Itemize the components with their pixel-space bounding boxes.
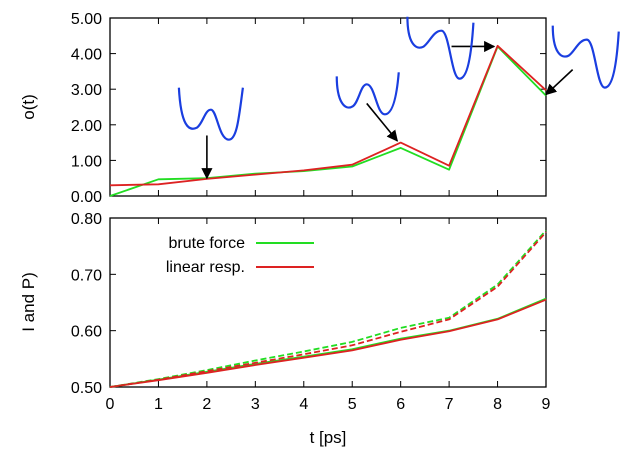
potential-well-sketch	[335, 72, 400, 116]
x-tick-label: 4	[299, 396, 308, 413]
x-tick-label: 3	[251, 396, 260, 413]
bottom-plot-frame	[109, 217, 547, 388]
series-line-linear-resp-solid	[109, 44, 547, 187]
y-tick-label: 5.00	[71, 11, 102, 28]
top-panel: 0.00 1.00 2.00 3.00 4.00 5.00 o(t)	[19, 11, 620, 206]
bottom-x-ticks: 0 1 2 3 4 5 6 7 8 9	[106, 218, 551, 413]
bottom-y-ticks: 0.50 0.60 0.70 0.80	[71, 211, 546, 397]
bottom-series	[109, 229, 547, 388]
series-line-brute-force-solid	[109, 45, 547, 197]
y-tick-label: 2.00	[71, 118, 102, 135]
legend-label-brute-force: brute force	[169, 235, 246, 252]
series-line-linear-resp-solid	[109, 298, 547, 388]
top-series	[109, 44, 547, 197]
potential-well-sketch	[551, 25, 620, 89]
bottom-x-axis-label: t [ps]	[310, 428, 347, 447]
y-tick-label: 0.00	[71, 189, 102, 206]
top-y-ticks: 0.00 1.00 2.00 3.00 4.00 5.00	[71, 11, 546, 206]
series-line-brute-force-dashed	[109, 229, 547, 388]
y-tick-label: 0.50	[71, 380, 102, 397]
legend: brute force linear resp.	[166, 235, 314, 276]
bottom-panel: 0.50 0.60 0.70 0.80 0 1 2 3 4 5 6 7 8 9 brute force …	[19, 211, 551, 447]
x-tick-label: 1	[154, 396, 163, 413]
x-tick-label: 6	[396, 396, 405, 413]
series-line-brute-force-solid	[109, 297, 547, 388]
potential-well-sketch	[406, 16, 475, 80]
top-annotations	[177, 16, 620, 180]
annotation-arrow	[366, 102, 398, 142]
y-tick-label: 0.60	[71, 324, 102, 341]
x-tick-label: 7	[445, 396, 454, 413]
x-tick-label: 9	[542, 396, 551, 413]
y-tick-label: 4.00	[71, 47, 102, 64]
y-tick-label: 1.00	[71, 153, 102, 170]
top-y-axis-label: o(t)	[19, 94, 38, 120]
x-tick-label: 2	[202, 396, 211, 413]
y-tick-label: 0.70	[71, 267, 102, 284]
bottom-y-axis-label: I and P)	[19, 272, 38, 332]
annotation-arrow	[545, 69, 574, 96]
series-line-linear-resp-dashed	[109, 231, 547, 388]
y-tick-label: 0.80	[71, 211, 102, 228]
y-tick-label: 3.00	[71, 82, 102, 99]
potential-well-sketch	[177, 87, 244, 141]
x-tick-label: 8	[493, 396, 502, 413]
x-tick-label: 0	[106, 396, 115, 413]
legend-label-linear-resp: linear resp.	[166, 259, 245, 276]
x-tick-label: 5	[348, 396, 357, 413]
top-plot-frame	[109, 17, 547, 197]
top-x-ticks	[109, 18, 547, 196]
